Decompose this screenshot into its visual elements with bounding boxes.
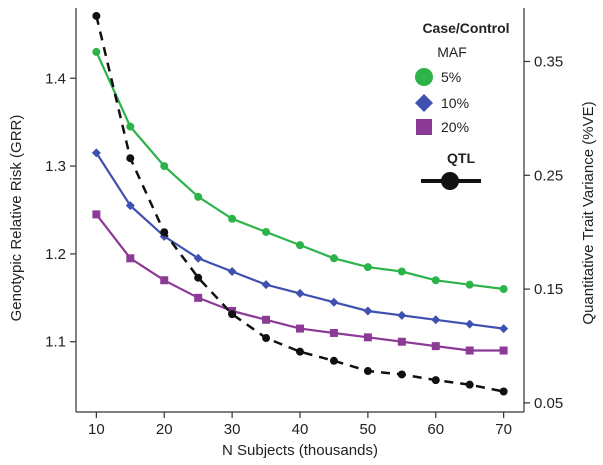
legend-qtl-label: QTL <box>447 150 475 166</box>
data-point <box>91 148 101 158</box>
y-left-tick-label: 1.1 <box>45 334 66 351</box>
y-left-tick-label: 1.4 <box>45 70 66 87</box>
y-left-tick-label: 1.3 <box>45 158 66 175</box>
data-point <box>363 263 372 272</box>
series-qtl <box>92 11 508 396</box>
data-point <box>160 228 169 237</box>
data-point <box>329 356 338 365</box>
legend-marker-5pct <box>415 68 433 86</box>
data-point <box>363 306 373 316</box>
legend-marker-10pct <box>415 94 433 112</box>
legend-label-20pct: 20% <box>441 119 469 135</box>
data-point <box>465 380 474 389</box>
data-point <box>126 122 135 131</box>
data-point <box>193 253 203 263</box>
data-point <box>262 315 271 324</box>
data-point <box>126 154 135 163</box>
y-axis-right-label: Quantitative Trait Variance (%VE) <box>580 101 597 324</box>
x-tick-label: 40 <box>292 421 309 438</box>
data-point <box>397 267 406 276</box>
data-point <box>228 310 237 319</box>
x-tick-label: 50 <box>360 421 377 438</box>
legend-title: Case/Control <box>422 20 509 36</box>
y-left-tick-label: 1.2 <box>45 246 66 263</box>
x-tick-label: 70 <box>495 421 512 438</box>
data-point <box>92 210 101 219</box>
data-point <box>227 266 237 276</box>
legend-label-5pct: 5% <box>441 69 461 85</box>
data-point <box>194 273 203 282</box>
data-point <box>160 276 169 285</box>
data-point <box>465 346 474 355</box>
data-point <box>465 319 475 329</box>
x-tick-label: 60 <box>427 421 444 438</box>
y-right-tick-label: 0.25 <box>534 167 563 184</box>
data-point <box>329 328 338 337</box>
data-point <box>397 370 406 379</box>
data-point <box>499 387 508 396</box>
legend-qtl-marker <box>441 172 459 190</box>
x-tick-label: 20 <box>156 421 173 438</box>
data-point <box>431 315 441 325</box>
data-point <box>296 241 304 250</box>
data-point <box>160 162 169 171</box>
legend: Case/Control MAF 5% 10% 20% QTL <box>415 20 510 190</box>
data-point <box>194 192 203 201</box>
legend-marker-20pct <box>416 119 432 135</box>
series-line <box>95 51 504 291</box>
legend-label-10pct: 10% <box>441 95 469 111</box>
data-point <box>499 285 508 294</box>
data-point <box>92 11 101 20</box>
y-axis-left-label: Genotypic Relative Risk (GRR) <box>8 115 25 322</box>
series-5pct <box>92 47 508 294</box>
data-point <box>431 342 440 351</box>
data-point <box>261 280 271 290</box>
legend-entries: 5% 10% 20% <box>415 68 469 135</box>
data-point <box>329 254 338 263</box>
data-point <box>262 227 271 236</box>
data-point <box>431 276 440 285</box>
data-point <box>228 214 237 223</box>
data-point <box>363 367 372 376</box>
data-point <box>296 347 304 356</box>
data-point <box>92 47 101 56</box>
data-point <box>126 254 135 263</box>
data-point <box>194 293 203 302</box>
legend-subtitle: MAF <box>437 44 467 60</box>
data-point <box>431 376 440 385</box>
data-point <box>499 346 508 355</box>
y-right-tick-label: 0.05 <box>534 395 563 412</box>
data-point <box>397 337 406 346</box>
axes: 10 20 30 40 50 60 70 1.1 1.2 1.3 1.4 0.05 0.15 0.25 0.… <box>45 8 563 438</box>
series-layer <box>91 11 509 396</box>
data-point <box>295 288 305 298</box>
series-20pct <box>92 210 508 355</box>
y-right-tick-label: 0.15 <box>534 281 563 298</box>
data-point <box>363 333 372 342</box>
x-tick-label: 30 <box>224 421 241 438</box>
x-tick-label: 10 <box>88 421 105 438</box>
data-point <box>499 324 509 334</box>
data-point <box>465 280 474 289</box>
data-point <box>296 324 304 333</box>
data-point <box>262 334 271 343</box>
data-point <box>125 201 135 211</box>
y-right-tick-label: 0.35 <box>534 53 563 70</box>
data-point <box>397 310 407 320</box>
data-point <box>329 297 339 307</box>
x-axis-label: N Subjects (thousands) <box>222 442 378 459</box>
